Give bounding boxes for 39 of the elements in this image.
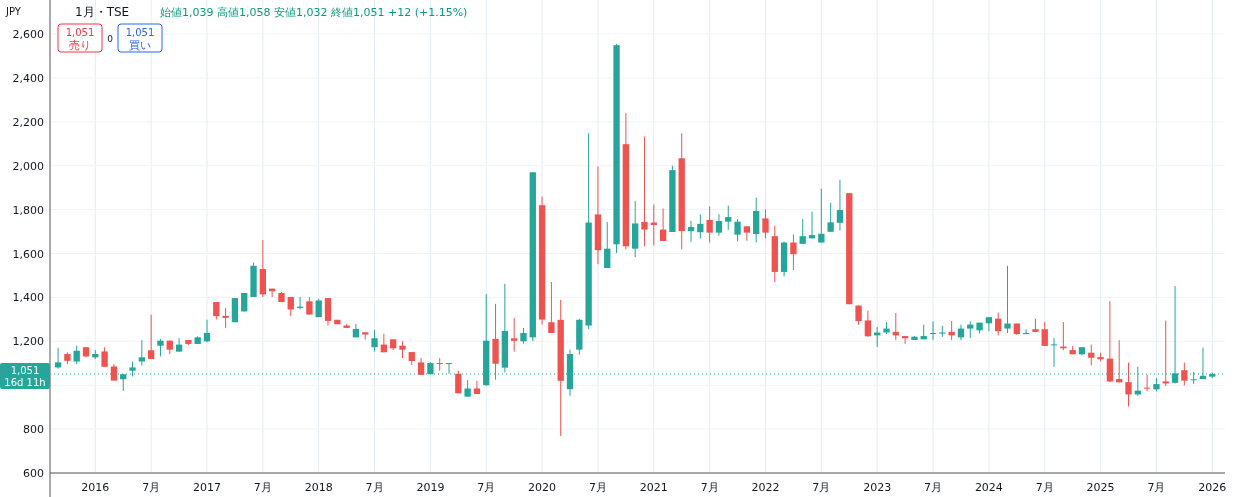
x-tick-label: 7月: [1147, 481, 1166, 494]
y-tick-label: 800: [23, 423, 44, 437]
text: 16d 11h: [4, 377, 46, 389]
y-tick-label: 2,000: [12, 159, 44, 173]
y-tick-label: 2,400: [12, 71, 44, 85]
y-tick-label: 2,600: [12, 28, 44, 42]
y-tick-label: 1,600: [12, 247, 44, 261]
y-tick-label: 1,200: [12, 335, 44, 349]
x-tick-label: 7月: [477, 481, 496, 494]
y-tick-label: 2,200: [12, 115, 44, 129]
y-axis-title: JPY: [5, 6, 22, 17]
annotation: 1,051 買い: [125, 27, 155, 52]
x-tick-label: 2020: [528, 481, 557, 494]
text: 1月・TSE: [75, 5, 130, 19]
x-tick-label: 7月: [588, 481, 607, 494]
x-tick-label: 2021: [639, 481, 668, 494]
text: 始値1,039 高値1,058 安値1,032 終値1,051 +12 (+1.15%): [160, 6, 468, 19]
x-tick-label: 7月: [700, 481, 719, 494]
x-tick-label: 7月: [1035, 481, 1054, 494]
x-tick-label: 2017: [193, 481, 221, 494]
x-tick-label: 7月: [812, 481, 831, 494]
x-tick-label: 2016: [81, 481, 110, 494]
x-tick-label: 2026: [1198, 481, 1227, 494]
annotation: 1,051 売り: [65, 27, 95, 52]
x-tick-label: 2023: [863, 481, 892, 494]
x-tick-label: 2022: [751, 481, 780, 494]
x-tick-label: 2018: [304, 481, 333, 494]
x-tick-label: 7月: [253, 481, 272, 494]
x-tick-label: 7月: [142, 481, 161, 494]
ref-line-label: 1,051: [10, 365, 40, 377]
y-tick-label: 1,400: [12, 291, 44, 305]
annotation: 0: [107, 34, 114, 44]
x-tick-label: 7月: [924, 481, 943, 494]
y-tick-label: 600: [23, 467, 44, 480]
x-tick-label: 7月: [365, 481, 384, 494]
x-tick-label: 2025: [1086, 481, 1115, 494]
x-tick-label: 2024: [974, 481, 1003, 494]
x-tick-label: 2019: [416, 481, 445, 494]
y-tick-label: 1,800: [12, 203, 44, 217]
